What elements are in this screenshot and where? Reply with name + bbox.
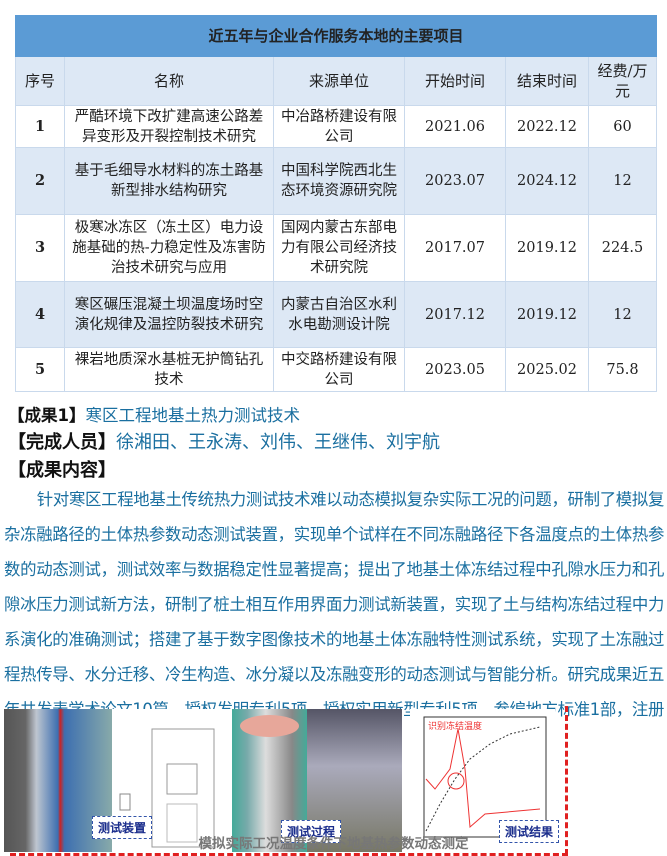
cell-source: 国网内蒙古东部电力有限公司经济技术研究院 [273,214,405,282]
achievement-title-text: 寒区工程地基土热力测试技术 [85,406,300,425]
figure: 测试装置 测试过程 识别冻结温度 测试结果 [4,706,568,856]
figure-caption: 模拟实际工况温度条件下地基热参数动态测定 [198,836,469,852]
cell-no: 5 [15,347,65,392]
col-header-no: 序号 [15,56,65,106]
cell-start: 2021.06 [404,105,506,148]
table-row: 5 裸岩地质深水基桩无护筒钻孔技术 中交路桥建设有限公司 2023.05 2025.02… [15,347,657,392]
cell-start: 2017.12 [404,281,506,348]
tag-test-result: 测试结果 [499,820,560,843]
cell-funding: 75.8 [588,347,657,392]
cell-no: 3 [15,214,65,282]
cell-source: 内蒙古自治区水利水电勘测设计院 [273,281,405,348]
cell-start: 2017.07 [404,214,506,282]
freeze-temp-annotation: 识别冻结温度 [428,722,483,732]
cell-no: 1 [15,105,65,148]
cell-source: 中国科学院西北生态环境资源研究院 [273,147,405,215]
achievement-title-label: 【成果1】 [8,406,86,425]
cell-funding: 12 [588,147,657,215]
cell-source: 中交路桥建设有限公司 [273,347,405,392]
cell-no: 2 [15,147,65,215]
device-schematic-drawing [119,728,215,848]
col-header-funding: 经费/万元 [588,56,657,106]
members: 【完成人员】徐湘田、王永涛、刘伟、王继伟、刘宇航 [8,428,440,454]
cell-end: 2024.12 [505,147,589,215]
table-row: 4 寒区碾压混凝土坝温度场时空演化规律及温控防裂技术研究 内蒙古自治区水利水电勘测设… [15,281,657,348]
members-text: 徐湘田、王永涛、刘伟、王继伟、刘宇航 [116,432,440,453]
cell-funding: 224.5 [588,214,657,282]
cell-funding: 12 [588,281,657,348]
col-header-start: 开始时间 [404,56,506,106]
cell-name: 严酷环境下改扩建高速公路差异变形及开裂控制技术研究 [64,105,274,148]
cell-start: 2023.05 [404,347,506,392]
cell-name: 基于毛细导水材料的冻土路基新型排水结构研究 [64,147,274,215]
cell-end: 2022.12 [505,105,589,148]
result-chart-drawing [423,716,547,838]
col-header-end: 结束时间 [505,56,589,106]
cell-end: 2019.12 [505,281,589,348]
dashed-border-right [565,706,568,855]
content-heading: 【成果内容】 [8,456,116,482]
cell-start: 2023.07 [404,147,506,215]
cell-funding: 60 [588,105,657,148]
table-title: 近五年与企业合作服务本地的主要项目 [15,15,657,57]
device-schematic [112,709,232,852]
cell-no: 4 [15,281,65,348]
cell-source: 中冶路桥建设有限公司 [273,105,405,148]
cell-name: 极寒冰冻区（冻土区）电力设施基础的热-力稳定性及冻害防治技术研究与应用 [64,214,274,282]
col-header-source: 来源单位 [273,56,405,106]
achievement-title: 【成果1】寒区工程地基土热力测试技术 [8,402,300,426]
cell-end: 2019.12 [505,214,589,282]
cell-name: 裸岩地质深水基桩无护筒钻孔技术 [64,347,274,392]
members-label: 【完成人员】 [8,432,116,453]
projects-table: 近五年与企业合作服务本地的主要项目 序号 名称 来源单位 开始时间 结束时间 经… [15,15,657,392]
cell-name: 寒区碾压混凝土坝温度场时空演化规律及温控防裂技术研究 [64,281,274,348]
col-header-name: 名称 [64,56,274,106]
table-row: 2 基于毛细导水材料的冻土路基新型排水结构研究 中国科学院西北生态环境资源研究院 20… [15,147,657,215]
tag-test-process: 测试过程 [281,820,342,843]
cell-end: 2025.02 [505,347,589,392]
table-row: 3 极寒冰冻区（冻土区）电力设施基础的热-力稳定性及冻害防治技术研究与应用 国网内蒙… [15,214,657,282]
tag-test-device: 测试装置 [92,816,153,839]
sample-top [240,715,299,737]
table-row: 1 严酷环境下改扩建高速公路差异变形及开裂控制技术研究 中冶路桥建设有限公司 2021… [15,105,657,148]
content-label: 【成果内容】 [8,460,116,481]
